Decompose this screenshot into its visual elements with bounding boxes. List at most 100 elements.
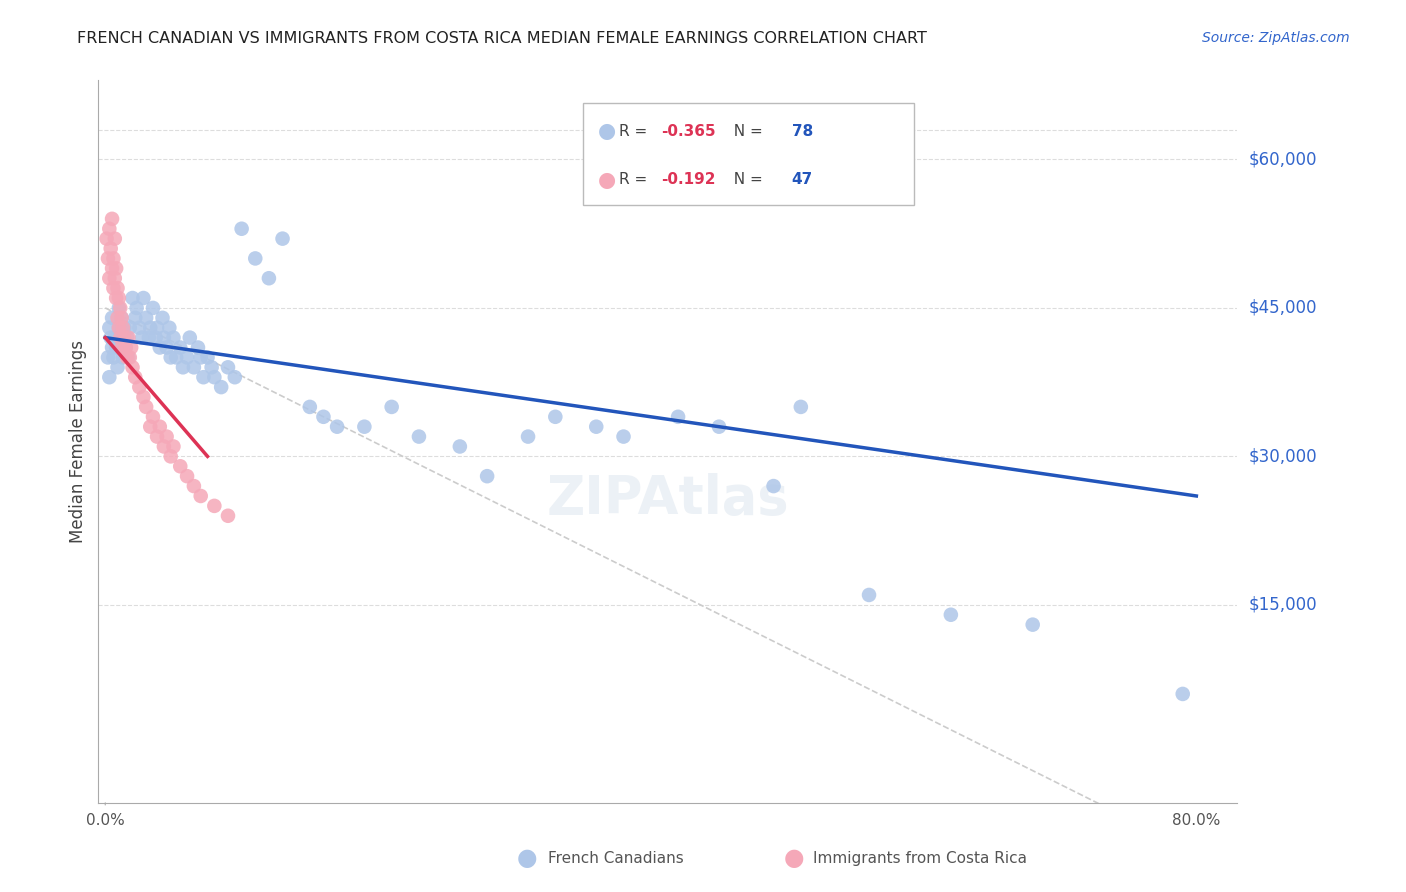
- Point: [101, 211, 124, 226]
- Point: [156, 341, 179, 355]
- Point: [312, 409, 335, 424]
- Point: [97, 351, 120, 365]
- Point: [100, 330, 122, 344]
- Point: [110, 341, 132, 355]
- Point: [105, 261, 128, 276]
- Point: [101, 310, 124, 325]
- Point: [118, 320, 141, 334]
- Point: [146, 320, 169, 334]
- Point: [112, 330, 135, 344]
- Text: ZIPAtlas: ZIPAtlas: [547, 474, 789, 525]
- Point: [149, 419, 172, 434]
- Point: [190, 351, 212, 365]
- Point: [475, 469, 498, 483]
- Point: [105, 291, 128, 305]
- Point: [110, 301, 132, 315]
- Point: [142, 409, 165, 424]
- Point: [169, 341, 191, 355]
- Text: ●: ●: [517, 847, 537, 870]
- Point: [117, 330, 139, 344]
- Point: [108, 320, 131, 334]
- Point: [132, 390, 155, 404]
- Point: [108, 291, 131, 305]
- Point: [162, 440, 184, 454]
- Point: [790, 400, 813, 414]
- Point: [114, 341, 136, 355]
- Point: [138, 330, 160, 344]
- Point: [96, 232, 118, 246]
- Point: [707, 419, 730, 434]
- Point: [217, 360, 239, 375]
- Point: [117, 351, 139, 365]
- Point: [201, 360, 224, 375]
- Text: -0.365: -0.365: [661, 124, 716, 139]
- Point: [209, 380, 232, 394]
- Text: Source: ZipAtlas.com: Source: ZipAtlas.com: [1202, 31, 1350, 45]
- Point: [145, 330, 167, 344]
- Point: [146, 429, 169, 443]
- Point: [120, 341, 142, 355]
- Point: [517, 429, 540, 443]
- Text: ●: ●: [785, 847, 804, 870]
- Text: -0.192: -0.192: [661, 172, 716, 187]
- Point: [666, 409, 689, 424]
- Point: [217, 508, 239, 523]
- Point: [156, 429, 179, 443]
- Point: [98, 221, 121, 235]
- Point: [139, 320, 162, 334]
- Text: 47: 47: [792, 172, 813, 187]
- Point: [197, 351, 219, 365]
- Point: [183, 479, 205, 493]
- Point: [111, 320, 134, 334]
- Point: [110, 310, 132, 325]
- Point: [381, 400, 404, 414]
- Point: [124, 370, 146, 384]
- Point: [121, 291, 143, 305]
- Point: [190, 489, 212, 503]
- Point: [101, 261, 124, 276]
- Point: [135, 310, 157, 325]
- Point: [149, 341, 172, 355]
- Point: [98, 320, 121, 334]
- Point: [104, 271, 127, 285]
- Point: [169, 459, 191, 474]
- Point: [326, 419, 349, 434]
- Point: [449, 440, 471, 454]
- Point: [1021, 617, 1043, 632]
- Point: [183, 360, 205, 375]
- Point: [172, 360, 194, 375]
- Point: [103, 281, 125, 295]
- Point: [101, 341, 124, 355]
- Point: [108, 301, 131, 315]
- Text: $30,000: $30,000: [1249, 448, 1317, 466]
- Point: [110, 330, 132, 344]
- Point: [132, 291, 155, 305]
- Point: [224, 370, 246, 384]
- Y-axis label: Median Female Earnings: Median Female Earnings: [69, 340, 87, 543]
- Text: FRENCH CANADIAN VS IMMIGRANTS FROM COSTA RICA MEDIAN FEMALE EARNINGS CORRELATION: FRENCH CANADIAN VS IMMIGRANTS FROM COSTA…: [77, 31, 927, 46]
- Point: [612, 429, 634, 443]
- Point: [105, 341, 128, 355]
- Point: [159, 351, 181, 365]
- Point: [939, 607, 962, 622]
- Point: [159, 450, 181, 464]
- Text: ●: ●: [598, 121, 616, 141]
- Point: [1171, 687, 1194, 701]
- Point: [245, 252, 267, 266]
- Point: [104, 330, 127, 344]
- Point: [112, 320, 135, 334]
- Text: N =: N =: [724, 172, 768, 187]
- Point: [108, 320, 131, 334]
- Point: [111, 351, 134, 365]
- Text: 0.0%: 0.0%: [86, 813, 125, 828]
- Point: [107, 310, 129, 325]
- Point: [107, 360, 129, 375]
- Point: [128, 320, 150, 334]
- Point: [176, 469, 198, 483]
- Point: [110, 330, 132, 344]
- Point: [114, 341, 136, 355]
- Point: [115, 330, 138, 344]
- Point: [118, 351, 141, 365]
- Point: [165, 351, 187, 365]
- Text: N =: N =: [724, 124, 768, 139]
